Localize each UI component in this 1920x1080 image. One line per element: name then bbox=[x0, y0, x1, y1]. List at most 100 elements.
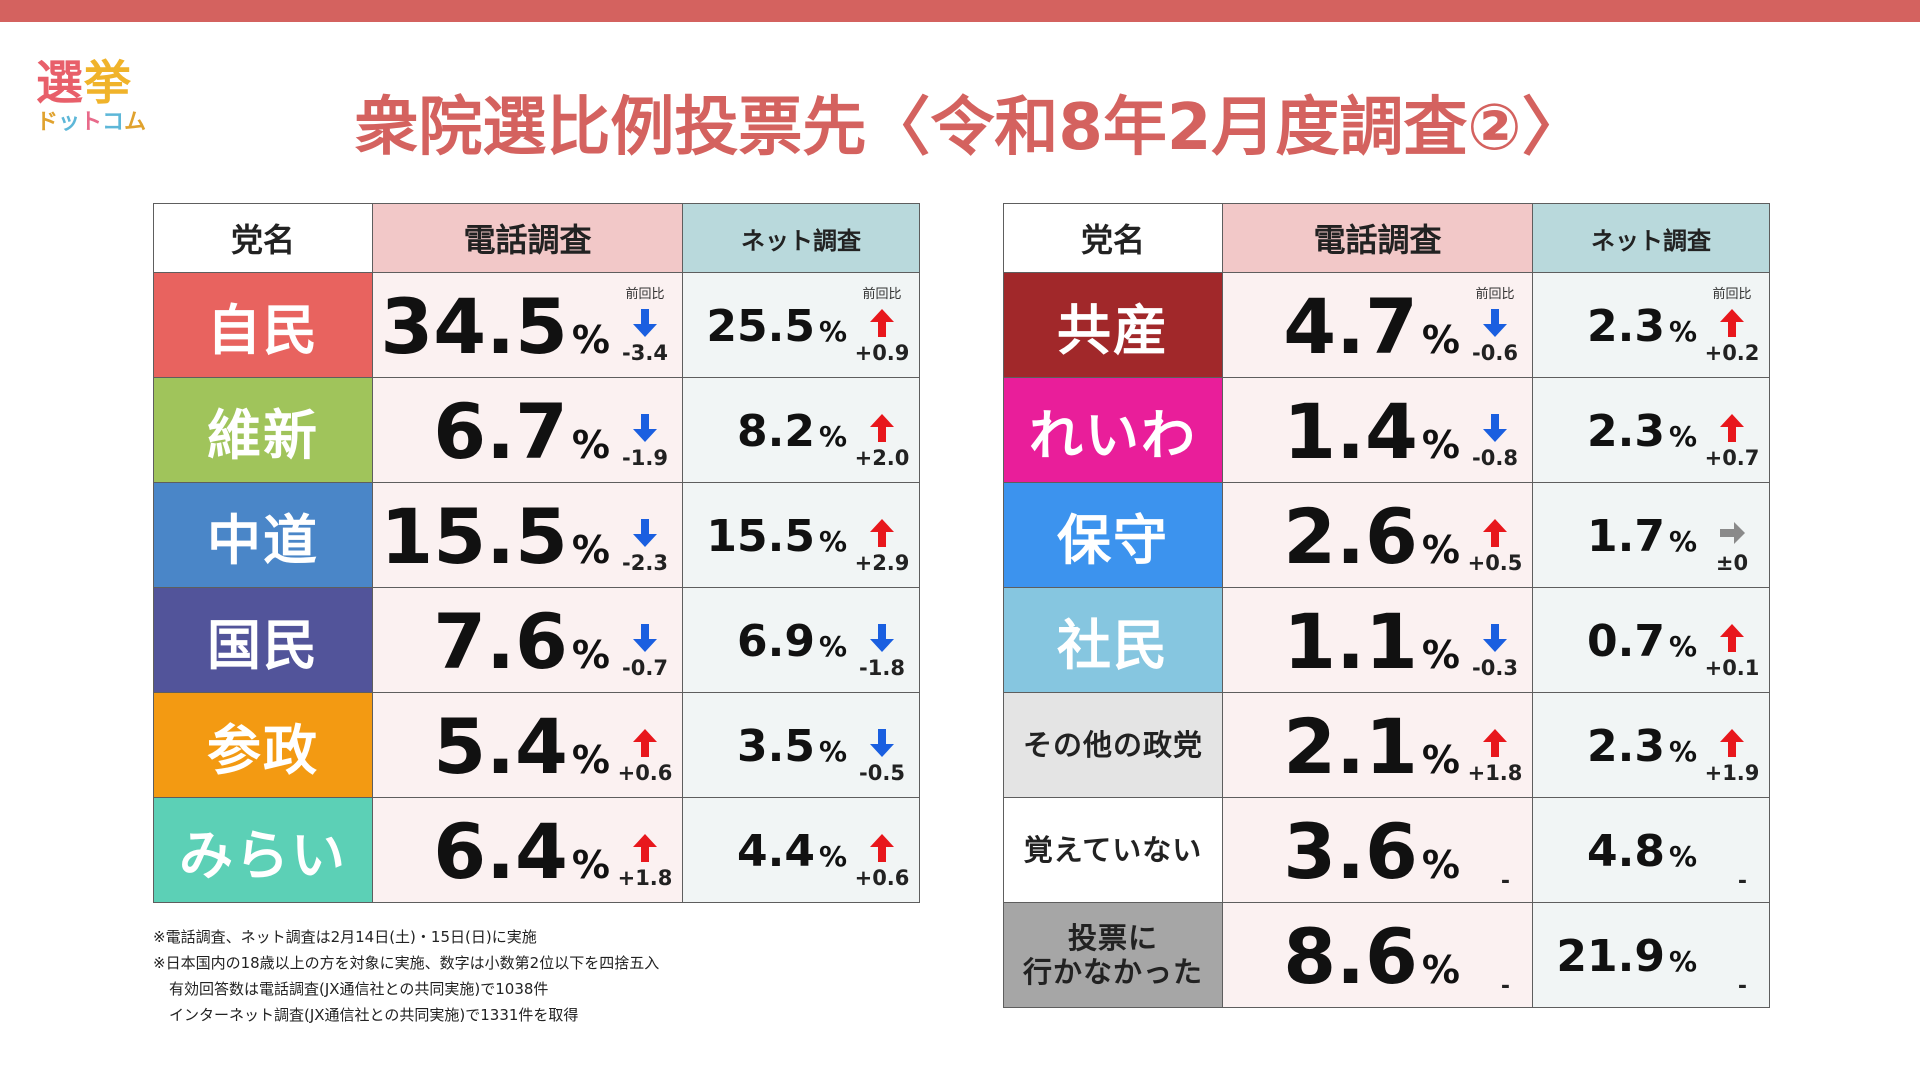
phone-number: 5.4 bbox=[433, 702, 568, 791]
arrow-up-icon bbox=[870, 309, 894, 337]
net-change: +2.0 bbox=[851, 392, 913, 470]
net-cell-inner: 0.7% +0.1 bbox=[1534, 589, 1769, 692]
net-cell: 15.5% +2.9 bbox=[682, 482, 920, 588]
net-cell: 2.3% +0.7 bbox=[1532, 377, 1770, 483]
arrow-down-icon bbox=[1483, 414, 1507, 442]
phone-change: -0.3 bbox=[1464, 602, 1526, 680]
party-name-cell: 投票に 行かなかった bbox=[1003, 902, 1223, 1008]
phone-number: 8.6 bbox=[1283, 912, 1418, 1001]
phone-change-value: -3.4 bbox=[622, 341, 668, 365]
net-change-dash: - bbox=[1737, 974, 1747, 999]
percent-sign: % bbox=[571, 423, 610, 467]
net-cell: 1.7% ±0 bbox=[1532, 482, 1770, 588]
net-cell: 6.9% -1.8 bbox=[682, 587, 920, 693]
net-change: +0.1 bbox=[1701, 602, 1763, 680]
net-number: 1.7 bbox=[1586, 511, 1665, 562]
phone-cell-inner: 1.1% -0.3 bbox=[1224, 589, 1532, 692]
phone-change-value: -0.7 bbox=[622, 656, 668, 680]
percent-sign: % bbox=[818, 420, 847, 453]
logo-char-1: 選 bbox=[36, 56, 84, 111]
table-row: 投票に 行かなかった 8.6% - 21.9% - bbox=[1003, 902, 1770, 1008]
percent-sign: % bbox=[818, 315, 847, 348]
table-row: 覚えていない 3.6% - 4.8% - bbox=[1003, 797, 1770, 903]
percent-sign: % bbox=[1421, 318, 1460, 362]
net-change: -1.8 bbox=[851, 602, 913, 680]
phone-cell: 6.4% +1.8 bbox=[372, 797, 683, 903]
party-name-cell: その他の政党 bbox=[1003, 692, 1223, 798]
phone-change: -0.7 bbox=[614, 602, 676, 680]
phone-cell: 7.6% -0.7 bbox=[372, 587, 683, 693]
table-row: 自民 34.5% 前回比 -3.4 25.5% 前回比 +0.9 bbox=[153, 272, 920, 378]
change-label bbox=[851, 812, 913, 828]
vote-table-right: 党名 電話調査 ネット調査 共産 4.7% 前回比 -0.6 2.3% 前回比 +0.2 れい… bbox=[1003, 203, 1770, 1008]
net-cell-inner: 6.9% -1.8 bbox=[684, 589, 919, 692]
net-cell-inner: 21.9% - bbox=[1534, 904, 1769, 1007]
phone-number: 6.7 bbox=[433, 387, 568, 476]
party-name-cell: 社民 bbox=[1003, 587, 1223, 693]
phone-cell: 8.6% - bbox=[1222, 902, 1533, 1008]
phone-value: 1.1% bbox=[1283, 589, 1460, 692]
net-number: 6.9 bbox=[736, 616, 815, 667]
phone-change-arrow bbox=[614, 622, 676, 656]
net-cell: 0.7% +0.1 bbox=[1532, 587, 1770, 693]
phone-cell: 1.4% -0.8 bbox=[1222, 377, 1533, 483]
change-label: 前回比 bbox=[1712, 287, 1752, 302]
phone-value: 2.1% bbox=[1283, 694, 1460, 797]
net-change-arrow bbox=[851, 412, 913, 446]
arrow-up-icon bbox=[1720, 309, 1744, 337]
footnote: インターネット調査(JX通信社との共同実施)で1331件を取得 bbox=[169, 1006, 579, 1024]
net-change-value: -0.5 bbox=[859, 761, 905, 785]
phone-change-arrow bbox=[1464, 517, 1526, 551]
change-label bbox=[614, 707, 676, 723]
phone-change-arrow bbox=[614, 517, 676, 551]
change-label bbox=[1701, 707, 1763, 723]
phone-cell-inner: 2.1% +1.8 bbox=[1224, 694, 1532, 797]
phone-change-value: -0.3 bbox=[1472, 656, 1518, 680]
phone-number: 1.1 bbox=[1283, 597, 1418, 686]
phone-change-arrow bbox=[1464, 622, 1526, 656]
change-label bbox=[1464, 497, 1526, 513]
net-cell-inner: 2.3% +1.9 bbox=[1534, 694, 1769, 797]
phone-change: -2.3 bbox=[614, 497, 676, 575]
phone-cell: 2.1% +1.8 bbox=[1222, 692, 1533, 798]
change-label bbox=[614, 392, 676, 408]
net-change: +0.7 bbox=[1701, 392, 1763, 470]
net-number: 21.9 bbox=[1556, 931, 1665, 982]
net-change-value: +1.9 bbox=[1704, 761, 1760, 785]
phone-change-arrow bbox=[614, 727, 676, 761]
percent-sign: % bbox=[1668, 420, 1697, 453]
net-value: 0.7% bbox=[1587, 589, 1697, 692]
net-number: 2.3 bbox=[1586, 721, 1665, 772]
logo-sub-char: コ bbox=[102, 110, 125, 135]
phone-cell: 3.6% - bbox=[1222, 797, 1533, 903]
net-change-arrow bbox=[851, 727, 913, 761]
arrow-up-icon bbox=[870, 414, 894, 442]
percent-sign: % bbox=[818, 735, 847, 768]
phone-change-value: -2.3 bbox=[622, 551, 668, 575]
arrow-up-icon bbox=[1720, 729, 1744, 757]
net-change-value: +2.0 bbox=[854, 446, 910, 470]
percent-sign: % bbox=[1421, 738, 1460, 782]
percent-sign: % bbox=[1421, 843, 1460, 887]
table-row: 中道 15.5% -2.3 15.5% +2.9 bbox=[153, 482, 920, 588]
logo-top: 選挙 bbox=[36, 58, 146, 110]
arrow-down-icon bbox=[1483, 624, 1507, 652]
arrow-down-icon bbox=[870, 624, 894, 652]
percent-sign: % bbox=[1668, 630, 1697, 663]
phone-number: 4.7 bbox=[1283, 282, 1418, 371]
change-label bbox=[1701, 497, 1763, 513]
footnotes: ※電話調査、ネット調査は2月14日(土)・15日(日)に実施 ※日本国内の18歳… bbox=[153, 924, 853, 1028]
phone-change: -0.8 bbox=[1464, 392, 1526, 470]
logo-sub-char: ト bbox=[80, 110, 103, 135]
phone-change-arrow bbox=[1464, 727, 1526, 761]
party-name-cell: 参政 bbox=[153, 692, 373, 798]
net-change-arrow bbox=[1701, 622, 1763, 656]
logo[interactable]: 選挙 ドットコム bbox=[36, 58, 146, 148]
phone-number: 1.4 bbox=[1283, 387, 1418, 476]
party-name-cell: 国民 bbox=[153, 587, 373, 693]
net-change-arrow bbox=[1701, 412, 1763, 446]
net-cell-inner: 15.5% +2.9 bbox=[684, 484, 919, 587]
net-value: 8.2% bbox=[737, 379, 847, 482]
phone-cell-inner: 1.4% -0.8 bbox=[1224, 379, 1532, 482]
change-label: 前回比 bbox=[1475, 287, 1515, 302]
